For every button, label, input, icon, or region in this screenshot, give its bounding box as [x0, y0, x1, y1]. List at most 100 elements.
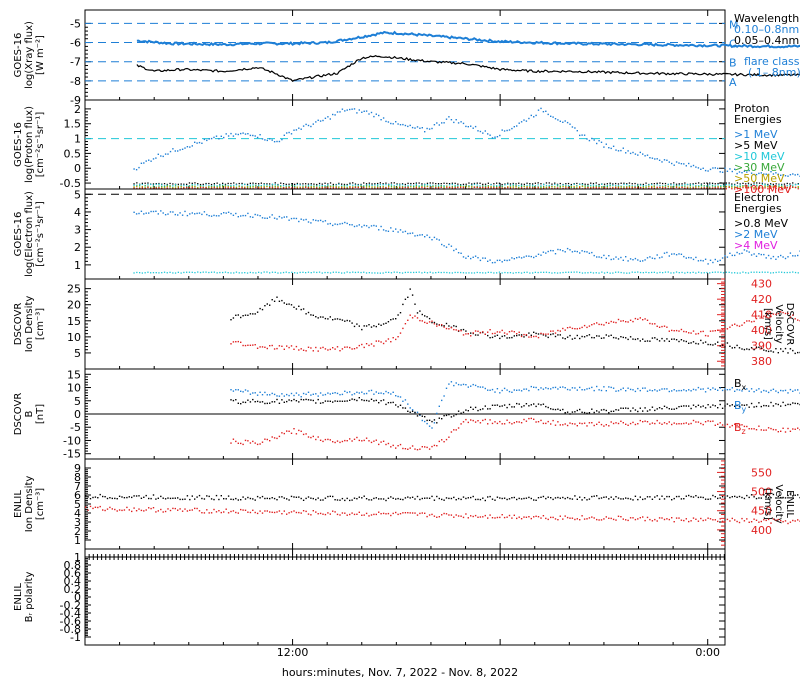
data-point — [780, 496, 782, 499]
data-point — [566, 496, 569, 499]
data-point — [606, 271, 608, 274]
data-point — [136, 184, 138, 186]
data-point — [371, 186, 373, 188]
data-point — [133, 183, 135, 185]
data-point — [574, 411, 576, 413]
data-point — [385, 230, 387, 232]
y-right-tick-label: 420 — [751, 293, 772, 306]
data-point — [373, 115, 375, 118]
data-point — [777, 173, 779, 175]
data-point — [700, 406, 702, 408]
data-point — [606, 185, 608, 187]
data-point — [617, 258, 620, 260]
y-tick-label: -15 — [63, 448, 81, 461]
data-point — [396, 183, 398, 185]
data-point — [244, 439, 247, 442]
data-point — [741, 324, 743, 326]
data-point — [276, 395, 278, 397]
data-point — [150, 160, 152, 162]
data-point — [709, 259, 712, 261]
data-point — [240, 132, 242, 135]
data-point — [487, 389, 489, 391]
data-point — [271, 401, 273, 403]
data-point — [609, 272, 611, 274]
data-point — [763, 315, 765, 317]
data-point — [576, 425, 578, 427]
data-point — [443, 186, 445, 188]
data-point — [644, 155, 646, 157]
data-point — [540, 183, 542, 185]
data-point — [266, 271, 268, 273]
data-point — [477, 409, 479, 412]
data-point — [441, 498, 443, 501]
data-point — [290, 217, 293, 220]
data-point — [523, 119, 525, 121]
data-point — [717, 187, 719, 189]
data-point — [756, 184, 758, 186]
data-point — [332, 187, 334, 189]
data-point — [283, 432, 285, 435]
legend-item: >5 MeV — [734, 139, 778, 152]
data-point — [654, 409, 656, 412]
data-point — [271, 392, 273, 395]
data-point — [719, 171, 721, 173]
data-point — [155, 272, 157, 274]
data-point — [273, 300, 276, 302]
data-point — [414, 127, 416, 129]
data-point — [482, 386, 484, 388]
data-point — [499, 420, 501, 423]
data-point — [637, 387, 639, 390]
data-point — [237, 133, 239, 136]
data-point — [747, 187, 750, 189]
data-point — [353, 398, 356, 401]
data-point — [496, 334, 499, 336]
data-point — [210, 271, 213, 273]
data-point — [755, 405, 758, 408]
data-point — [598, 323, 600, 326]
data-point — [598, 497, 600, 500]
data-point — [431, 427, 433, 429]
data-point — [457, 186, 459, 189]
data-point — [683, 163, 685, 165]
data-point — [576, 250, 578, 253]
data-point — [411, 294, 414, 296]
y-tick-label: 5 — [74, 498, 81, 511]
data-point — [404, 298, 407, 300]
data-point — [753, 173, 755, 176]
data-point — [778, 185, 780, 187]
data-point — [92, 496, 94, 499]
y-tick-label: -5 — [70, 17, 81, 30]
data-point — [424, 236, 426, 238]
data-point — [721, 171, 724, 173]
data-point — [441, 439, 443, 441]
data-point — [554, 335, 557, 338]
data-point — [778, 271, 780, 273]
data-point — [648, 187, 650, 189]
data-point — [413, 185, 415, 187]
data-point — [739, 185, 741, 187]
data-point — [711, 184, 714, 186]
data-point — [467, 386, 469, 388]
data-point — [731, 387, 733, 389]
data-point — [426, 316, 428, 318]
data-point — [535, 332, 537, 335]
data-point — [545, 184, 548, 187]
data-point — [673, 185, 675, 188]
data-point — [242, 214, 244, 217]
data-point — [562, 496, 564, 499]
data-point — [346, 183, 348, 186]
data-point — [550, 115, 552, 117]
data-point — [646, 390, 649, 392]
data-point — [324, 348, 327, 350]
data-point — [494, 421, 496, 423]
data-point — [295, 392, 298, 394]
data-point — [186, 146, 189, 148]
data-point — [305, 433, 307, 435]
data-point — [465, 186, 467, 188]
data-point — [787, 427, 789, 430]
data-point — [385, 443, 387, 446]
data-point — [512, 182, 514, 185]
data-point — [233, 187, 235, 189]
data-point — [402, 447, 404, 450]
